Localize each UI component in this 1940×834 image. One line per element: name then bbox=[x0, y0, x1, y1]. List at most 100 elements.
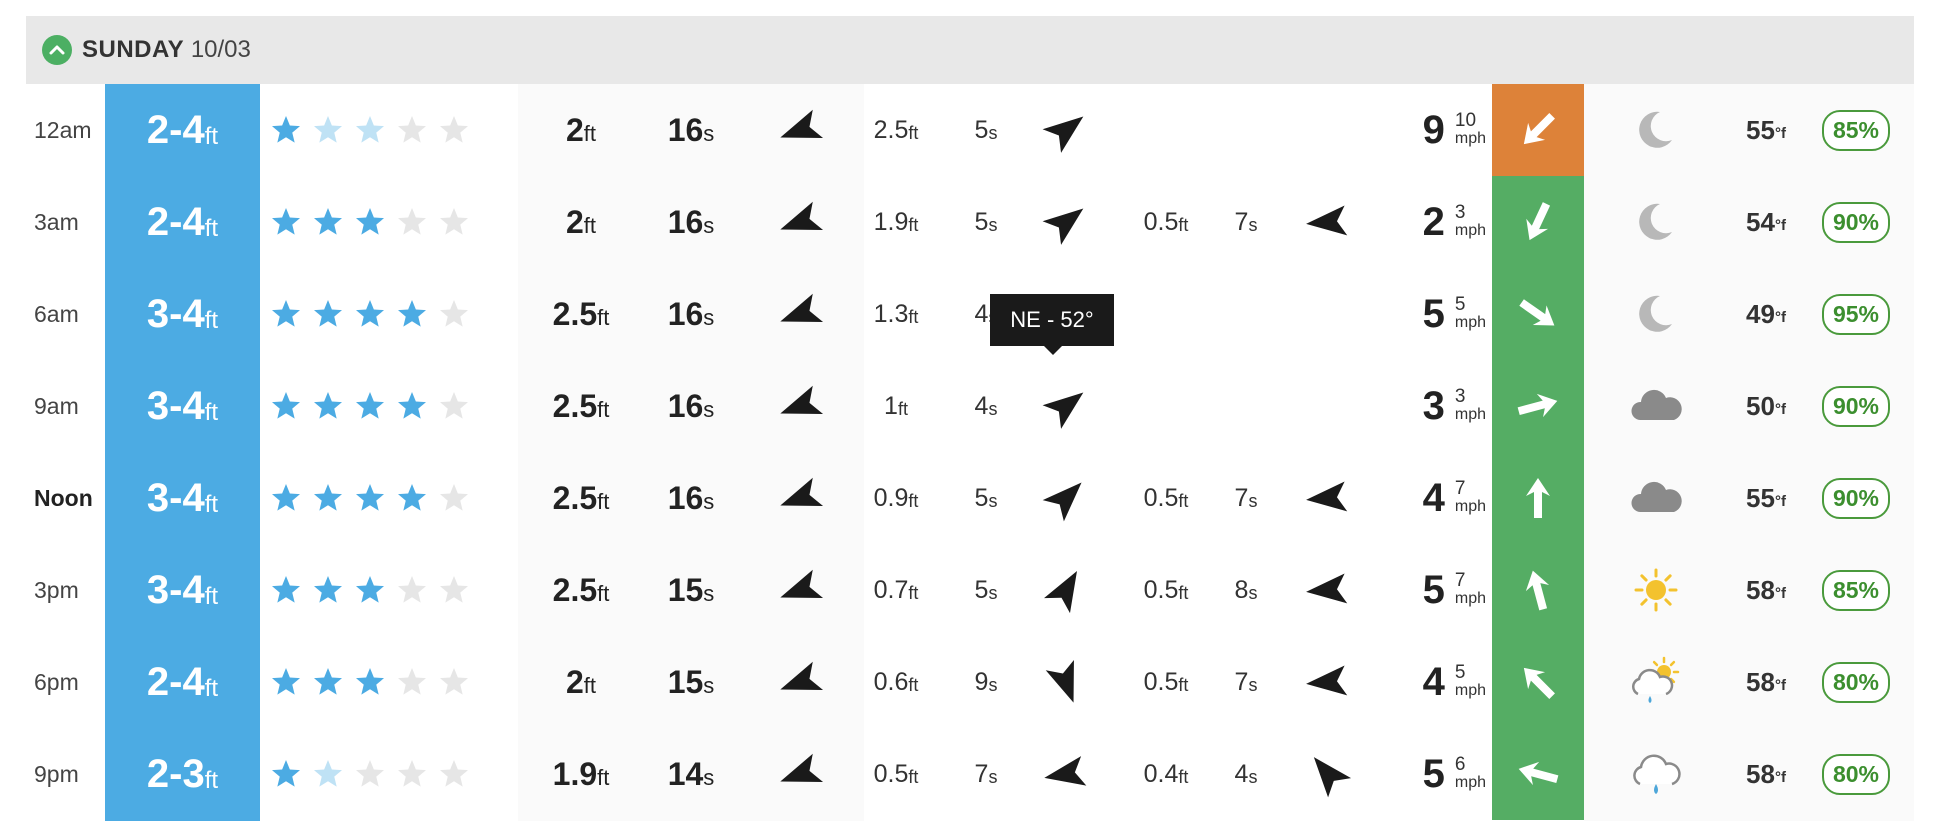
secondary-swell-direction[interactable] bbox=[1026, 728, 1106, 820]
wind-gust-value: 5 bbox=[1454, 294, 1466, 315]
wind-speed: 5 6 mph bbox=[1376, 728, 1486, 820]
primary-swell-period-value: 15 bbox=[667, 663, 704, 700]
forecast-row: 3pm 3-4 ft 2.5 ft 15 s 0.7 ft 5 s 0.5 ft 8 s 5 7 mph 58 °f 8… bbox=[26, 544, 1914, 636]
primary-swell-direction[interactable] bbox=[761, 84, 841, 176]
wind-detail: 3 mph bbox=[1455, 203, 1486, 240]
primary-swell-period: 16 s bbox=[636, 360, 746, 452]
probability: 80% bbox=[1816, 636, 1896, 728]
primary-swell-direction[interactable] bbox=[761, 544, 841, 636]
tertiary-swell-height: 0.5 ft bbox=[1106, 452, 1226, 544]
secondary-swell-height-unit: ft bbox=[908, 582, 919, 603]
wind-direction[interactable] bbox=[1492, 544, 1584, 636]
tertiary-swell-height: 0.5 ft bbox=[1106, 544, 1226, 636]
weather-condition bbox=[1616, 360, 1696, 452]
primary-swell-period-value: 16 bbox=[667, 111, 704, 148]
tertiary-swell-height-value: 0.5 bbox=[1143, 483, 1179, 512]
wind-direction[interactable] bbox=[1492, 360, 1584, 452]
rating-star-icon bbox=[314, 760, 342, 787]
time-label: 12am bbox=[34, 116, 92, 143]
swell-direction-icon bbox=[780, 477, 824, 506]
wind-direction[interactable] bbox=[1492, 728, 1584, 820]
wind-direction-icon bbox=[1523, 667, 1555, 699]
secondary-swell-direction[interactable] bbox=[1026, 636, 1106, 728]
rating-star-icon bbox=[356, 300, 384, 327]
star-rating bbox=[264, 728, 484, 820]
tertiary-swell-height-value: 0.5 bbox=[1143, 667, 1179, 696]
wind-direction[interactable] bbox=[1492, 452, 1584, 544]
primary-swell-period-value: 15 bbox=[667, 571, 704, 608]
wind-speed: 4 7 mph bbox=[1376, 452, 1486, 544]
surf-unit: ft bbox=[204, 491, 219, 518]
primary-swell-period-unit: s bbox=[703, 581, 715, 606]
rating-star-icon bbox=[272, 300, 300, 327]
wind-direction[interactable] bbox=[1492, 84, 1584, 176]
secondary-swell-period-unit: s bbox=[988, 490, 998, 511]
surf-height: 2-3 ft bbox=[105, 728, 260, 820]
tertiary-swell-direction[interactable] bbox=[1288, 544, 1368, 636]
tertiary-swell-height-unit: ft bbox=[1178, 674, 1189, 695]
swell-direction-icon bbox=[780, 753, 824, 782]
tertiary-swell-period-value: 7 bbox=[1234, 483, 1249, 512]
tertiary-swell-direction[interactable] bbox=[1288, 452, 1368, 544]
temperature-value: 49 bbox=[1746, 298, 1775, 329]
chevron-up-icon[interactable] bbox=[42, 35, 72, 65]
wind-direction[interactable] bbox=[1492, 636, 1584, 728]
primary-swell-direction[interactable] bbox=[761, 176, 841, 268]
primary-swell-direction[interactable] bbox=[761, 636, 841, 728]
rating-star-icon bbox=[398, 300, 426, 327]
secondary-swell-direction[interactable] bbox=[1026, 84, 1106, 176]
direction-tooltip: NE - 52° bbox=[990, 294, 1114, 355]
primary-swell-height: 1.9 ft bbox=[526, 728, 636, 820]
wind-gust-value: 5 bbox=[1454, 662, 1466, 683]
secondary-swell-direction[interactable] bbox=[1026, 544, 1106, 636]
primary-swell-period: 16 s bbox=[636, 268, 746, 360]
secondary-swell-period-value: 5 bbox=[974, 575, 989, 604]
wind-speed-value: 9 bbox=[1422, 107, 1445, 152]
probability: 85% bbox=[1816, 84, 1896, 176]
secondary-swell-height-unit: ft bbox=[908, 306, 919, 327]
forecast-table: 12am 2-4 ft 2 ft 16 s 2.5 ft 5 s 9 10 mph 55 °f 85% 3am 2-… bbox=[26, 84, 1914, 821]
primary-swell-direction[interactable] bbox=[761, 452, 841, 544]
tertiary-swell-direction[interactable] bbox=[1288, 636, 1368, 728]
tertiary-swell-height-value: 0.5 bbox=[1143, 575, 1179, 604]
day-header[interactable]: SUNDAY 10/03 bbox=[26, 16, 1914, 84]
secondary-swell-direction[interactable] bbox=[1026, 452, 1106, 544]
wind-speed-value: 3 bbox=[1422, 383, 1445, 428]
day-date: 10/03 bbox=[190, 36, 251, 63]
temperature-unit: °f bbox=[1774, 676, 1786, 694]
secondary-swell-height-unit: ft bbox=[908, 122, 919, 143]
rating-star-icon bbox=[272, 484, 300, 511]
tertiary-swell-period-value: 7 bbox=[1234, 667, 1249, 696]
tertiary-swell-height-value: 0.5 bbox=[1143, 207, 1179, 236]
primary-swell-height-value: 2.5 bbox=[552, 295, 598, 332]
primary-swell-direction[interactable] bbox=[761, 268, 841, 360]
secondary-swell-direction[interactable] bbox=[1026, 360, 1106, 452]
primary-swell-period-value: 16 bbox=[667, 203, 704, 240]
tertiary-swell-period-unit: s bbox=[1248, 582, 1258, 603]
temperature-unit: °f bbox=[1774, 492, 1786, 510]
primary-swell-direction[interactable] bbox=[761, 728, 841, 820]
surf-range: 3-4 bbox=[146, 383, 205, 428]
wind-detail: 7 mph bbox=[1455, 479, 1486, 516]
star-rating bbox=[264, 452, 484, 544]
rating-star-icon bbox=[356, 484, 384, 511]
wind-unit: mph bbox=[1454, 130, 1486, 147]
primary-swell-period-unit: s bbox=[703, 213, 715, 238]
tertiary-swell-direction[interactable] bbox=[1288, 176, 1368, 268]
surf-height: 2-4 ft bbox=[105, 84, 260, 176]
tertiary-swell-direction[interactable] bbox=[1288, 728, 1368, 820]
surf-height: 3-4 ft bbox=[105, 452, 260, 544]
secondary-swell-direction[interactable] bbox=[1026, 176, 1106, 268]
weather-condition bbox=[1616, 84, 1696, 176]
primary-swell-period-value: 16 bbox=[667, 295, 704, 332]
surf-range: 2-3 bbox=[146, 751, 205, 796]
wind-direction[interactable] bbox=[1492, 268, 1584, 360]
primary-swell-direction[interactable] bbox=[761, 360, 841, 452]
wind-direction[interactable] bbox=[1492, 176, 1584, 268]
surf-unit: ft bbox=[204, 307, 219, 334]
temperature-unit: °f bbox=[1774, 584, 1786, 602]
probability-badge: 90% bbox=[1821, 385, 1891, 427]
rating-star-icon bbox=[272, 208, 300, 235]
